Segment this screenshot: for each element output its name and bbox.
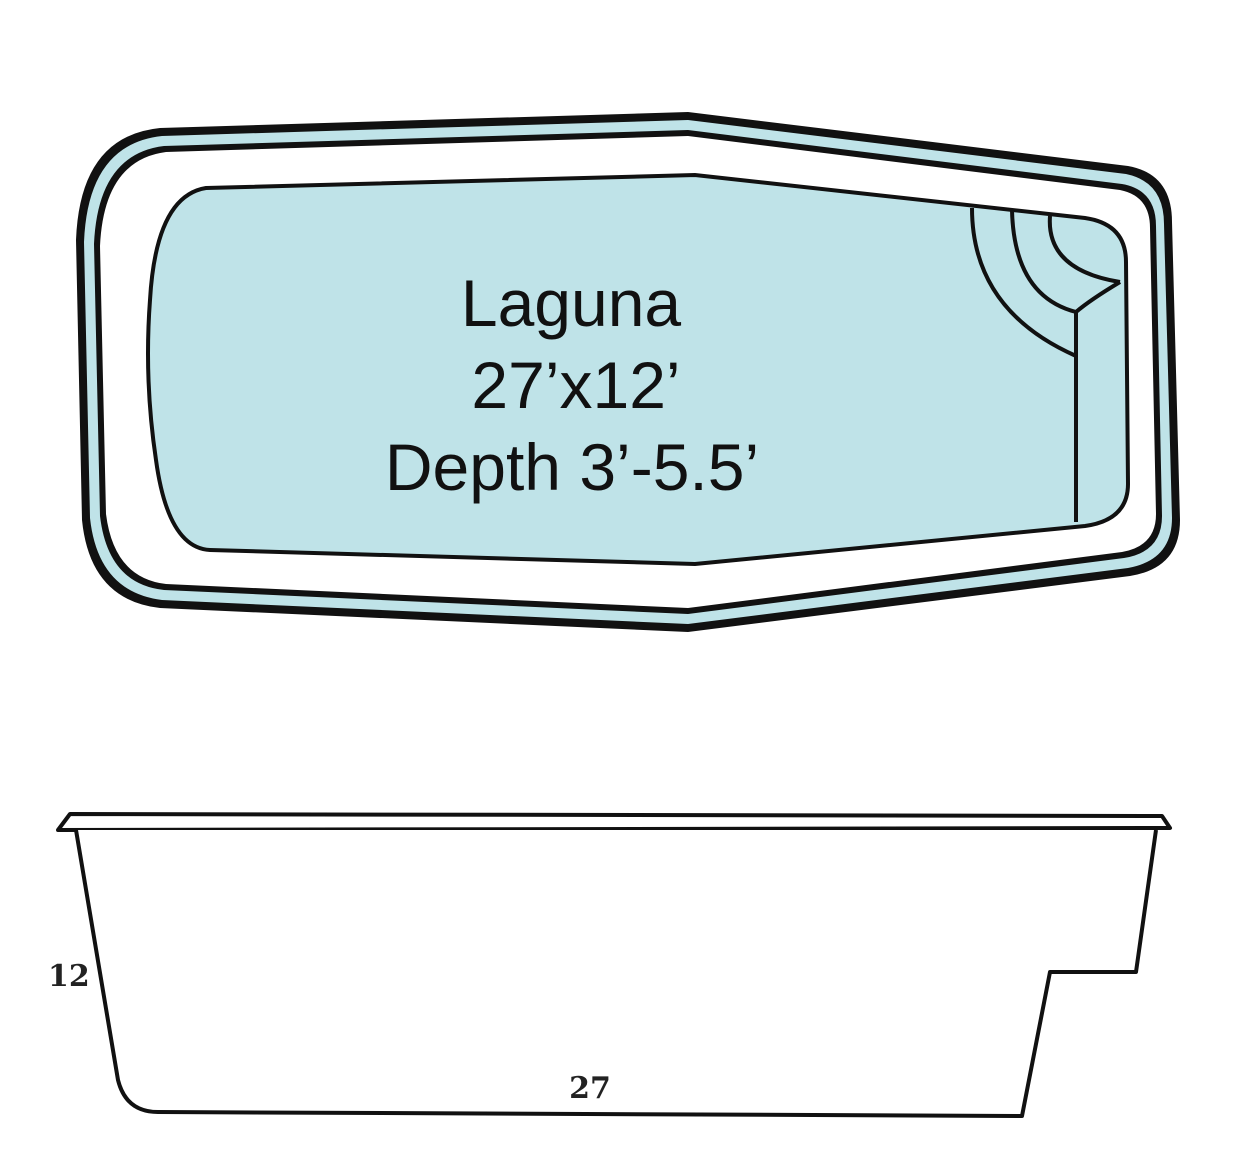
corner-steps (970, 207, 1122, 522)
pool-top-view: Laguna 27’x12’ Depth 3’-5.5’ (76, 112, 1180, 632)
pool-water (146, 172, 1131, 567)
profile-flange (56, 812, 1172, 832)
profile-length-label: 27 (569, 1071, 611, 1106)
pool-dimensions-label: 27’x12’ (471, 348, 680, 422)
pool-side-profile: 12 27 (48, 812, 1172, 1118)
profile-height-label: 12 (48, 959, 90, 994)
step-arc-inner (1047, 215, 1121, 284)
step-bench-top (1074, 280, 1122, 314)
pool-depth-label: Depth 3’-5.5’ (385, 430, 759, 504)
profile-shell (74, 829, 1158, 1118)
step-arc-outer (970, 207, 1077, 358)
pool-name-label: Laguna (461, 266, 682, 340)
step-arc-middle (1010, 209, 1077, 314)
